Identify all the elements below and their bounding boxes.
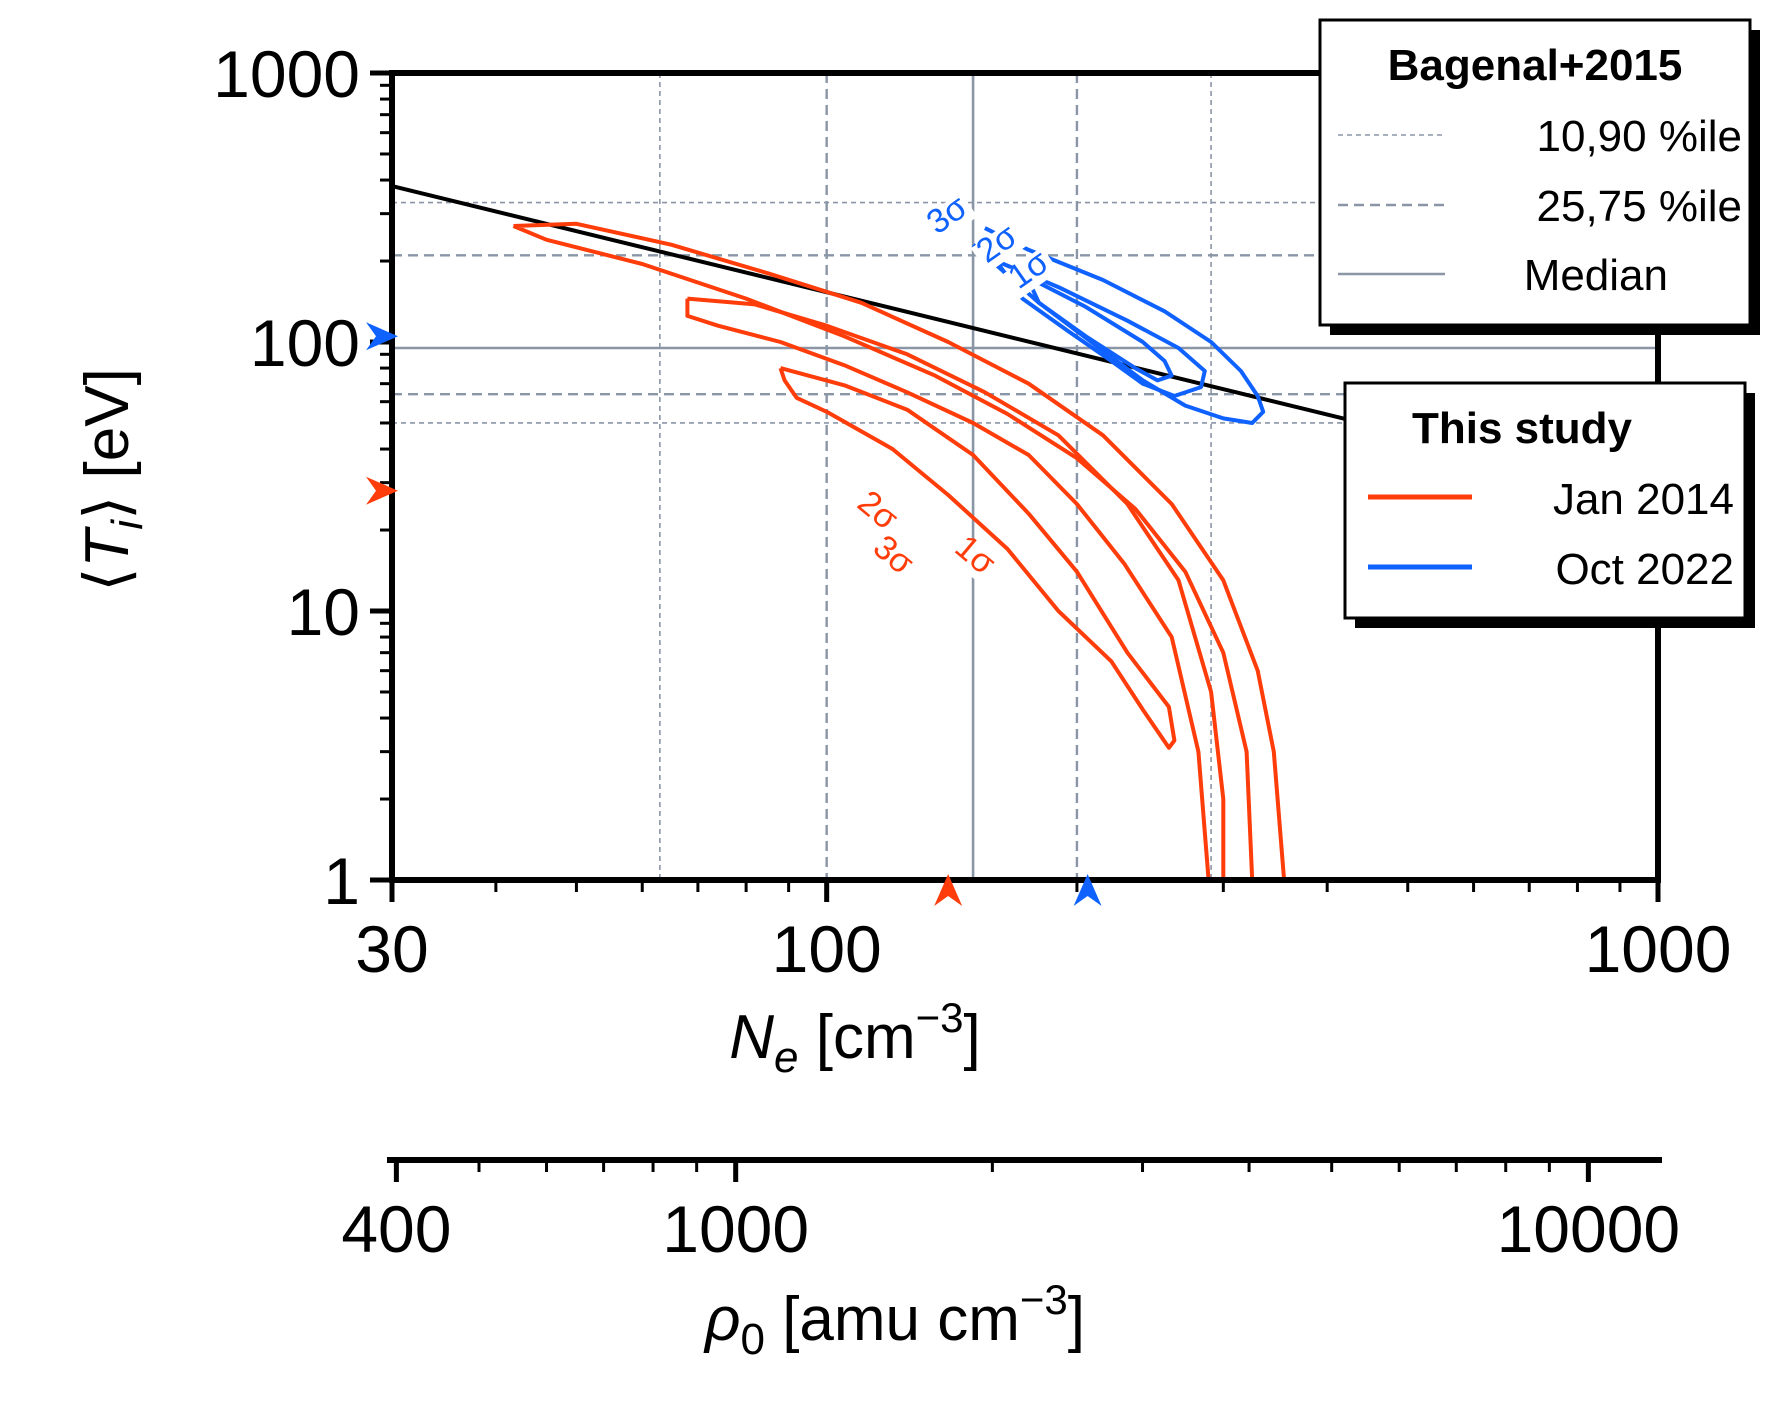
secondary-x-tick-label: 400 [341,1192,451,1266]
contour-label: 3σ [866,528,921,583]
x-axis-title: Ne [cm−3] [729,994,981,1082]
contour-label: 2σ [850,483,905,538]
y-axis-subscript: i [103,519,152,530]
x-tick-label: 30 [355,912,428,986]
contour-oct-3σ [971,226,1266,425]
secondary-x-subscript: 0 [740,1315,764,1364]
legend-jan-label: Jan 2014 [1553,475,1734,524]
y-axis-title: ⟨Ti⟩ [eV] [73,368,152,592]
y-tick-label: 100 [250,306,360,380]
x-axis-symbol: N [729,1003,774,1072]
legend-study: This study Jan 2014 Oct 2022 [1343,381,1755,628]
legend-study-title: This study [1412,404,1633,453]
y-axis-close-bracket: ⟩ [73,496,142,520]
contour-label-bg [847,486,904,541]
y-marker-oct [366,322,398,351]
contour-label-group: 3σ [920,188,978,245]
contour-label-bg [970,220,1028,273]
x-tick-label: 1000 [1585,912,1732,986]
secondary-x-tick-label: 10000 [1497,1192,1681,1266]
y-axis-open-bracket: ⟨ [73,568,142,592]
y-tick-label: 1000 [213,37,360,111]
trend-line [391,184,1363,425]
secondary-x-unit-end: ] [1068,1285,1085,1354]
x-axis-unit: [cm [799,1003,916,1072]
contour-label-group: 2σ [847,483,905,541]
contour-oct-2σ [994,259,1207,398]
contour-jan-1σ [778,366,1177,750]
x-marker-oct [1073,874,1102,906]
contour-label-bg [862,531,919,586]
x-axis-exponent: −3 [916,994,964,1041]
legend-study-box [1343,381,1747,620]
legend-reference-title: Bagenal+2015 [1388,41,1683,90]
legend-p10-90-label: 10,90 %ile [1537,112,1742,161]
contour-label-bg [921,192,978,245]
x-tick-label: 100 [772,912,882,986]
contour-label: 3σ [920,188,974,242]
ticks [370,70,1661,902]
contour-jan-2σ [685,296,1226,882]
secondary-x-axis-title: ρ0 [amu cm−3] [703,1276,1085,1364]
secondary-x-unit: [amu cm [765,1285,1020,1354]
y-axis-symbol: T [73,526,142,568]
contour-label-group: 3σ [862,528,921,586]
y-tick-label: 1 [323,844,360,918]
contour-label-group: 1σ [944,528,1003,586]
x-marker-jan [934,874,963,906]
y-axis-unit: [eV] [73,368,142,496]
legend-p25-75-label: 25,75 %ile [1537,182,1742,231]
y-tick-label: 10 [287,575,360,649]
contour-label-bg [1002,246,1060,299]
contour-oct-1σ [1024,274,1174,383]
x-axis-subscript: e [774,1033,798,1082]
secondary-x-symbol: ρ [703,1285,741,1354]
y-marker-jan [366,476,398,505]
secondary-x-tick-label: 1000 [662,1192,809,1266]
secondary-x-exponent: −3 [1020,1276,1068,1323]
legend-median-label: Median [1524,251,1668,300]
reference-lines [392,73,1658,880]
legend-oct-label: Oct 2022 [1555,545,1734,594]
contour-label-bg [944,531,1001,586]
legend-reference: Bagenal+2015 10,90 %ile 25,75 %ile Media… [1318,18,1760,335]
x-axis-unit-end: ] [964,1003,981,1072]
axis-markers [366,322,1102,906]
reference-trend [391,184,1363,425]
secondary-x-axis [387,1157,1662,1182]
